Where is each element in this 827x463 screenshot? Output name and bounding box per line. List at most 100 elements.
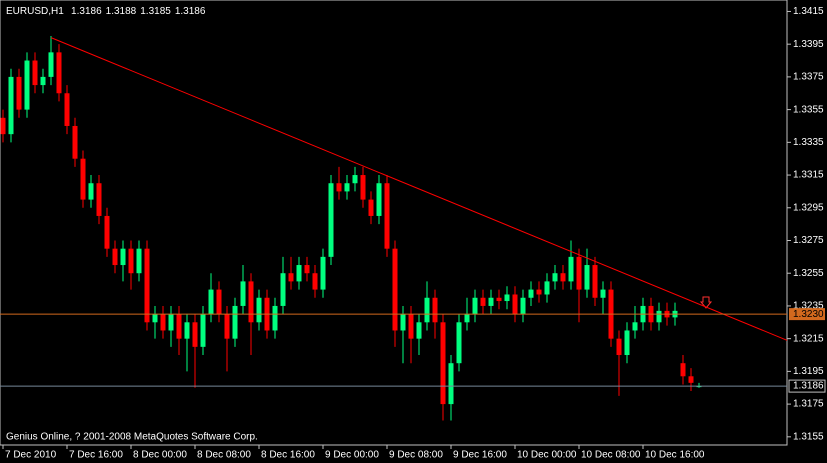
x-tick-label: 8 Dec 00:00 (133, 450, 187, 461)
chart-title: EURUSD,H1 1.3186 1.3188 1.3185 1.3186 (6, 6, 206, 17)
candle-body (496, 297, 502, 302)
candle-body (472, 297, 478, 315)
candle-body (368, 199, 374, 216)
candle-body (200, 314, 206, 347)
y-tick-label: 1.3215 (793, 333, 824, 344)
candle-body (576, 256, 582, 290)
x-tick-label: 10 Dec 00:00 (517, 450, 577, 461)
candle-body (184, 322, 190, 339)
y-tick-label: 1.3315 (793, 170, 824, 181)
x-tick-label: 10 Dec 16:00 (645, 450, 705, 461)
y-tick-label: 1.3415 (793, 6, 824, 17)
candle-body (456, 322, 462, 364)
x-tick-label: 8 Dec 16:00 (261, 450, 315, 461)
x-tick-label: 9 Dec 00:00 (325, 450, 379, 461)
alert-arrow (699, 296, 713, 309)
candle-body (128, 248, 134, 274)
price-label-bg (789, 308, 825, 321)
y-tick-label: 1.3255 (793, 268, 824, 279)
plot-frame (0, 0, 788, 446)
x-tick-label: 10 Dec 08:00 (581, 450, 641, 461)
candle-body (0, 117, 6, 135)
candle-body (32, 60, 38, 86)
price-label: 1.3186 (793, 381, 824, 392)
price-label: 1.3230 (793, 309, 824, 320)
candle-body (592, 265, 598, 298)
candle-body (296, 265, 302, 282)
candle-body (528, 289, 534, 298)
candle-body (24, 60, 30, 110)
candle-body (688, 376, 694, 383)
candle-body (136, 248, 142, 274)
candle-body (144, 248, 150, 323)
footer: Genius Online, ? 2001-2008 MetaQuotes So… (6, 432, 258, 443)
candle-body (600, 289, 606, 298)
candle-body (544, 281, 550, 295)
candle-body (88, 183, 94, 200)
candle-body (304, 265, 310, 274)
last-high: 1.3188 (106, 6, 137, 17)
candle-body (376, 183, 382, 216)
candle-body (616, 338, 622, 356)
candle-body (448, 363, 454, 405)
candle-body (584, 265, 590, 290)
y-tick-label: 1.3375 (793, 72, 824, 83)
candle-body (288, 273, 294, 282)
y-tick-label: 1.3355 (793, 104, 824, 115)
candle-body (632, 322, 638, 331)
candle-body (272, 305, 278, 331)
candle-body (568, 256, 574, 282)
candle-body (440, 322, 446, 405)
candle-body (64, 93, 70, 126)
candle-body (480, 297, 486, 306)
x-tick-label: 7 Dec 16:00 (69, 450, 123, 461)
candle-body (432, 297, 438, 323)
candle-body (16, 76, 22, 110)
candle-body (72, 125, 78, 159)
x-tick-label: 9 Dec 08:00 (389, 450, 443, 461)
candle-body (392, 248, 398, 331)
candle-body (624, 330, 630, 356)
candle-body (40, 76, 46, 86)
candle-body (320, 256, 326, 290)
candle-body (104, 215, 110, 249)
candle-body (416, 322, 422, 339)
price-label-bg (788, 379, 826, 393)
y-tick-label: 1.3395 (793, 39, 824, 50)
y-tick-label: 1.3175 (793, 399, 824, 410)
y-tick-label: 1.3195 (793, 366, 824, 377)
candle-body (344, 183, 350, 192)
candle-body (248, 281, 254, 323)
candle-body (224, 314, 230, 339)
candle-body (80, 158, 86, 200)
candle-body (504, 294, 510, 302)
y-tick-label: 1.3295 (793, 202, 824, 213)
candle-body (112, 248, 118, 266)
candle-body (352, 175, 358, 184)
candle-body (176, 314, 182, 339)
y-tick-label: 1.3275 (793, 235, 824, 246)
candle-body (160, 314, 166, 331)
symbol: EURUSD,H1 (6, 6, 64, 17)
candle-body (256, 297, 262, 323)
y-tick-label: 1.3155 (793, 431, 824, 442)
candle-body (560, 273, 566, 282)
candle-body (168, 314, 174, 331)
y-tick-label: 1.3335 (793, 137, 824, 148)
candle-body (192, 322, 198, 347)
candle-body (8, 76, 14, 135)
last-low: 1.3185 (140, 6, 171, 17)
last-open: 1.3186 (71, 6, 102, 17)
candle-body (384, 183, 390, 249)
candle-body (408, 314, 414, 339)
candle-body (216, 289, 222, 315)
candle-body (464, 314, 470, 323)
candle-body (56, 52, 62, 94)
candle-body (552, 273, 558, 282)
candle-body (536, 289, 542, 295)
candle-body (120, 248, 126, 266)
x-tick-label: 7 Dec 2010 (5, 450, 57, 461)
candle-body (656, 310, 662, 323)
trendline (50, 37, 788, 341)
